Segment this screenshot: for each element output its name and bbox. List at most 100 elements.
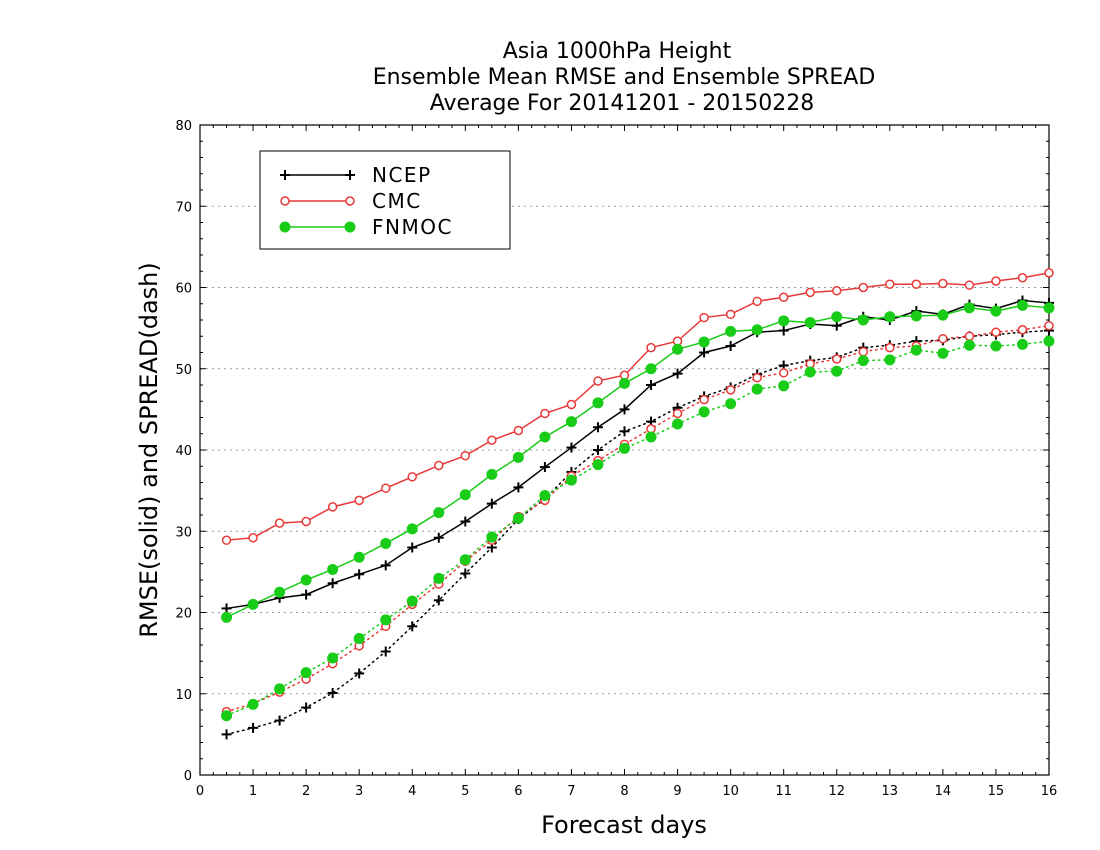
rmse-line-fnmoc bbox=[226, 304, 1050, 619]
y-axis-label: RMSE(solid) and SPREAD(dash) bbox=[135, 262, 163, 638]
spread-point-fnmoc bbox=[539, 490, 551, 501]
spread-point-ncep bbox=[248, 722, 259, 733]
spread-point-ncep bbox=[433, 595, 444, 606]
y-tick-label: 30 bbox=[175, 525, 192, 540]
x-tick-label: 3 bbox=[355, 784, 363, 799]
spread-point-fnmoc bbox=[1016, 338, 1028, 350]
rmse-point-fnmoc bbox=[1043, 302, 1055, 314]
spread-point-fnmoc bbox=[512, 512, 524, 524]
spread-point-ncep bbox=[407, 621, 418, 632]
rmse-point-fnmoc bbox=[778, 315, 790, 327]
rmse-point-cmc bbox=[248, 533, 258, 543]
rmse-point-ncep bbox=[380, 560, 391, 571]
x-tick-label: 1 bbox=[249, 784, 257, 799]
legend-label-fnmoc: FNMOC bbox=[372, 215, 453, 239]
rmse-point-fnmoc bbox=[645, 363, 657, 375]
rmse-point-cmc bbox=[513, 425, 524, 436]
y-tick-label: 50 bbox=[175, 363, 192, 378]
spread-point-ncep bbox=[592, 445, 603, 455]
y-tick-label: 20 bbox=[175, 607, 192, 622]
spread-point-ncep bbox=[354, 668, 365, 679]
rmse-point-ncep bbox=[327, 578, 338, 589]
series-fnmoc bbox=[221, 299, 1055, 722]
spread-point-cmc bbox=[752, 372, 762, 383]
title-line-2: Ensemble Mean RMSE and Ensemble SPREAD bbox=[373, 65, 876, 90]
rmse-point-ncep bbox=[646, 380, 657, 390]
rmse-point-cmc bbox=[327, 502, 338, 512]
rmse-point-fnmoc bbox=[831, 311, 843, 323]
spread-point-fnmoc bbox=[698, 406, 710, 418]
rmse-point-ncep bbox=[486, 498, 497, 509]
rmse-point-ncep bbox=[672, 368, 683, 379]
spread-point-cmc bbox=[964, 331, 975, 341]
rmse-point-fnmoc bbox=[937, 309, 949, 321]
rmse-point-ncep bbox=[354, 569, 365, 580]
rmse-point-fnmoc bbox=[565, 416, 577, 428]
spread-point-fnmoc bbox=[725, 398, 737, 410]
x-tick-label: 13 bbox=[882, 784, 899, 799]
rmse-point-ncep bbox=[539, 462, 550, 473]
legend-marker bbox=[279, 221, 291, 233]
legend-marker bbox=[280, 170, 290, 180]
spread-point-ncep bbox=[460, 568, 471, 579]
y-tick-label: 40 bbox=[175, 444, 192, 459]
spread-point-cmc bbox=[938, 333, 948, 344]
x-tick-label: 0 bbox=[196, 784, 204, 799]
rmse-point-cmc bbox=[725, 309, 736, 320]
spread-point-cmc bbox=[1017, 325, 1028, 335]
rmse-point-cmc bbox=[832, 286, 842, 296]
rmse-point-fnmoc bbox=[433, 507, 445, 519]
rmse-point-cmc bbox=[301, 516, 311, 527]
rmse-point-fnmoc bbox=[725, 325, 737, 337]
spread-line-ncep bbox=[225, 329, 1050, 736]
spread-point-fnmoc bbox=[247, 698, 259, 710]
x-tick-label: 14 bbox=[935, 784, 952, 799]
rmse-point-ncep bbox=[433, 532, 444, 543]
rmse-point-fnmoc bbox=[698, 336, 710, 348]
rmse-point-cmc bbox=[991, 276, 1001, 286]
spread-point-fnmoc bbox=[884, 354, 896, 366]
rmse-point-cmc bbox=[858, 282, 869, 293]
rmse-point-ncep bbox=[513, 482, 524, 493]
series-cmc bbox=[221, 268, 1054, 717]
rmse-point-fnmoc bbox=[380, 537, 392, 549]
rmse-point-fnmoc bbox=[247, 598, 259, 610]
spread-point-cmc bbox=[832, 354, 842, 364]
series-layer bbox=[221, 268, 1055, 740]
spread-point-fnmoc bbox=[459, 554, 471, 566]
legend-marker bbox=[345, 196, 355, 206]
spread-point-fnmoc bbox=[963, 339, 975, 351]
rmse-point-cmc bbox=[699, 312, 709, 323]
spread-point-fnmoc bbox=[592, 459, 604, 471]
x-tick-label: 2 bbox=[302, 784, 310, 799]
rmse-point-ncep bbox=[460, 516, 471, 527]
y-tick-label: 70 bbox=[175, 200, 192, 215]
y-tick-label: 10 bbox=[175, 688, 192, 703]
title-line-1: Asia 1000hPa Height bbox=[503, 39, 732, 64]
rmse-line-cmc bbox=[226, 272, 1050, 541]
spread-point-fnmoc bbox=[672, 418, 684, 430]
rmse-point-ncep bbox=[831, 320, 842, 331]
spread-point-fnmoc bbox=[433, 572, 445, 584]
spread-point-cmc bbox=[1044, 320, 1054, 331]
rmse-point-cmc bbox=[566, 399, 577, 410]
spread-point-cmc bbox=[858, 346, 869, 357]
spread-point-fnmoc bbox=[353, 633, 365, 644]
legend-marker bbox=[280, 196, 290, 206]
spread-point-fnmoc bbox=[1043, 335, 1055, 347]
rmse-line-ncep bbox=[226, 299, 1050, 610]
rmse-point-ncep bbox=[778, 325, 789, 336]
spread-point-cmc bbox=[725, 385, 736, 395]
spread-line-cmc bbox=[225, 324, 1050, 713]
spread-point-fnmoc bbox=[300, 667, 312, 679]
rmse-point-cmc bbox=[434, 460, 444, 471]
x-tick-label: 16 bbox=[1041, 784, 1058, 799]
rmse-point-fnmoc bbox=[539, 431, 551, 443]
spread-point-fnmoc bbox=[831, 365, 843, 377]
rmse-point-fnmoc bbox=[751, 324, 763, 336]
spread-point-fnmoc bbox=[274, 683, 286, 695]
rmse-point-ncep bbox=[619, 404, 630, 415]
rmse-point-fnmoc bbox=[804, 316, 816, 328]
